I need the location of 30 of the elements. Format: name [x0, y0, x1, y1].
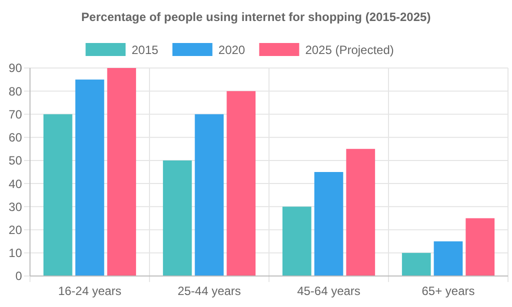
x-tick-label: 65+ years	[422, 284, 475, 298]
y-tick-label: 10	[8, 246, 22, 260]
y-tick-label: 50	[8, 154, 22, 168]
bar	[466, 218, 495, 276]
bar	[43, 114, 72, 276]
bar	[434, 241, 463, 276]
y-tick-label: 90	[8, 61, 22, 76]
legend-label: 2025 (Projected)	[305, 43, 394, 58]
legend-label: 2015	[132, 43, 159, 58]
y-tick-label: 20	[8, 222, 22, 237]
bar	[402, 252, 431, 276]
bar	[314, 172, 344, 276]
y-tick-label: 0	[15, 269, 22, 284]
y-tick-label: 60	[8, 130, 22, 145]
x-tick-label: 25-44 years	[178, 284, 241, 298]
bar	[162, 160, 192, 276]
chart-title: Percentage of people using internet for shopping (2015-2025)	[81, 10, 431, 24]
y-tick-label: 30	[8, 200, 22, 214]
bar	[226, 91, 256, 276]
legend-label: 2020	[218, 43, 246, 58]
bar	[282, 206, 312, 276]
bar	[346, 148, 376, 276]
y-tick-label: 70	[8, 107, 22, 122]
bar	[75, 80, 104, 276]
x-tick-label: 16-24 years	[58, 284, 122, 298]
y-tick-label: 80	[8, 84, 22, 98]
bar	[107, 68, 136, 276]
x-tick-label: 45-64 years	[297, 284, 360, 298]
bar	[194, 114, 224, 276]
y-tick-label: 40	[8, 176, 22, 191]
